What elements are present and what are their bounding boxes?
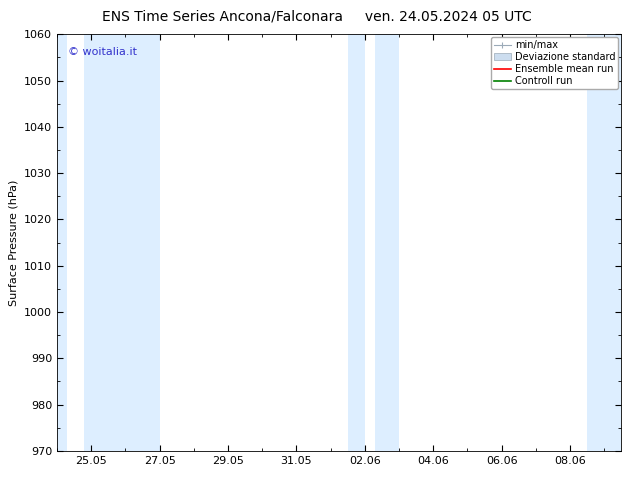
- Legend: min/max, Deviazione standard, Ensemble mean run, Controll run: min/max, Deviazione standard, Ensemble m…: [491, 37, 618, 89]
- Y-axis label: Surface Pressure (hPa): Surface Pressure (hPa): [8, 179, 18, 306]
- Bar: [375, 34, 399, 451]
- Text: ENS Time Series Ancona/Falconara     ven. 24.05.2024 05 UTC: ENS Time Series Ancona/Falconara ven. 24…: [102, 10, 532, 24]
- Bar: [57, 34, 67, 451]
- Text: © woitalia.it: © woitalia.it: [68, 47, 138, 57]
- Bar: [84, 34, 160, 451]
- Bar: [587, 34, 621, 451]
- Bar: [347, 34, 365, 451]
